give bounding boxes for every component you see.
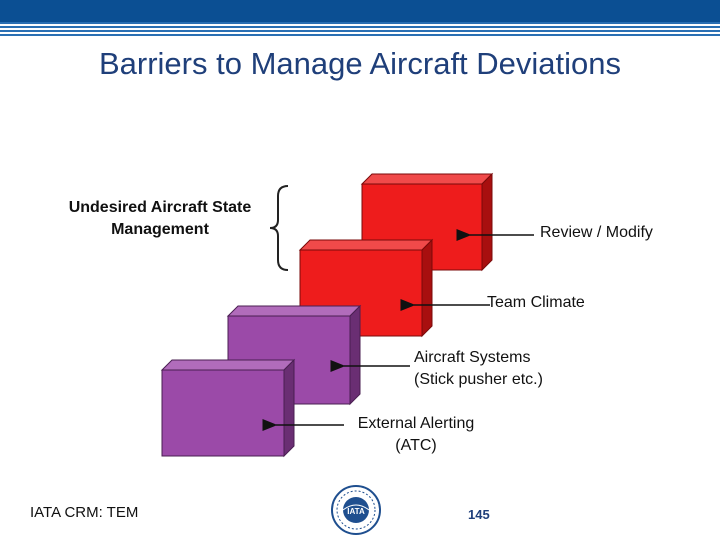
block-side-face	[283, 358, 295, 458]
barrier-label-aircraft-systems-line2: (Stick pusher etc.)	[414, 371, 543, 388]
barrier-block-external-alerting	[160, 358, 296, 458]
undesired-state-label-line2: Management	[111, 221, 209, 238]
curly-brace-icon	[269, 185, 289, 271]
block-side-face	[481, 172, 493, 272]
header-band	[0, 0, 720, 22]
barrier-label-external-alerting-line2: (ATC)	[395, 437, 437, 454]
barrier-label-external-alerting: External Alerting (ATC)	[344, 413, 488, 457]
barrier-label-external-alerting-line1: External Alerting	[357, 415, 475, 432]
barrier-label-aircraft-systems-line1: Aircraft Systems	[414, 349, 531, 366]
block-side-face	[421, 238, 433, 338]
header-bar	[0, 0, 720, 40]
block-front-face	[161, 369, 285, 457]
logo-text: IATA	[347, 507, 365, 516]
barrier-label-team-climate: Team Climate	[487, 294, 585, 311]
undesired-state-label-line1: Undesired Aircraft State	[68, 199, 252, 216]
slide-title: Barriers to Manage Aircraft Deviations	[98, 46, 622, 81]
iata-logo-icon: IATA	[331, 485, 381, 535]
barrier-label-aircraft-systems: Aircraft Systems (Stick pusher etc.)	[414, 347, 543, 391]
barrier-label-review-modify: Review / Modify	[540, 224, 653, 241]
barrier-block-review-modify	[360, 172, 494, 272]
undesired-state-label: Undesired Aircraft State Management	[40, 197, 280, 241]
footer-course-label: IATA CRM: TEM	[30, 504, 139, 521]
block-top-face	[160, 359, 296, 371]
block-top-face	[226, 305, 362, 317]
page-number: 145	[468, 507, 490, 522]
block-top-face	[360, 173, 494, 185]
block-side-face	[349, 304, 361, 406]
block-top-face	[298, 239, 434, 251]
header-stripes	[0, 22, 720, 38]
